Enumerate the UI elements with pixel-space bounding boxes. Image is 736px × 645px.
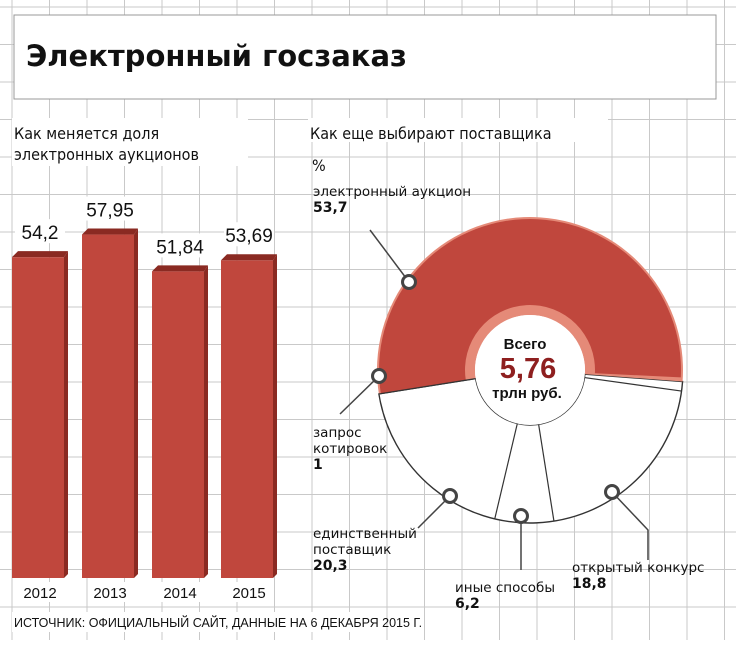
bar-category-label: 2015 bbox=[232, 585, 265, 602]
bar-value-label-bg bbox=[85, 196, 135, 221]
left-subtitle-bg bbox=[12, 118, 248, 166]
bar bbox=[221, 260, 273, 578]
donut-slice-divider bbox=[584, 376, 682, 392]
donut-slice-label: иные способы bbox=[455, 580, 555, 596]
donut-chart bbox=[377, 216, 684, 524]
title-box bbox=[13, 14, 717, 100]
donut-slice-value: 53,7 bbox=[313, 200, 348, 216]
donut-slice-divider bbox=[378, 378, 476, 395]
donut-slice-electronic-auction bbox=[379, 219, 681, 394]
bar-category-label: 2014 bbox=[163, 585, 196, 602]
callout-dot bbox=[401, 274, 417, 290]
bar-side-face bbox=[273, 254, 277, 578]
bar-top-face bbox=[221, 254, 277, 261]
bar-category-label-bg bbox=[20, 582, 62, 602]
bar-side-face bbox=[134, 228, 138, 578]
callout-dot bbox=[604, 484, 620, 500]
bar-side-face bbox=[204, 265, 208, 578]
donut-slice-value: 18,8 bbox=[572, 576, 607, 592]
bar-top-face bbox=[12, 251, 68, 258]
source-note: ИСТОЧНИК: ОФИЦИАЛЬНЫЙ САЙТ, ДАННЫЕ НА 6 … bbox=[14, 615, 422, 630]
callout-dot bbox=[513, 508, 529, 524]
donut-unit: % bbox=[312, 156, 326, 175]
bar-top-face bbox=[82, 228, 138, 235]
bar bbox=[152, 271, 204, 578]
callout-line bbox=[611, 491, 649, 560]
donut-slice-value: 1 bbox=[313, 457, 323, 473]
bar-value-label: 54,2 bbox=[22, 223, 59, 244]
callout-dot bbox=[442, 488, 458, 504]
donut-slice-label: открытый конкурс bbox=[572, 560, 704, 576]
donut-center-unit: трлн руб. bbox=[492, 385, 562, 402]
bar bbox=[12, 257, 64, 578]
bar-category-label-bg bbox=[160, 582, 202, 602]
donut-hole bbox=[475, 315, 585, 425]
donut-slice-label: поставщик bbox=[313, 542, 391, 558]
bar bbox=[82, 234, 134, 578]
donut-slice-value: 6,2 bbox=[455, 596, 480, 612]
donut-slice-divider bbox=[538, 424, 555, 522]
bar-chart: 54,2 2012 57,95 2013 51,84 2014 53,69 2015 bbox=[12, 196, 277, 602]
donut-slice-value: 20,3 bbox=[313, 558, 348, 574]
bar-subtitle-line1: Как меняется доля bbox=[14, 124, 159, 143]
bar-value-label-bg bbox=[15, 219, 65, 244]
bar-value-label: 53,69 bbox=[225, 226, 273, 247]
callout-dot bbox=[371, 368, 387, 384]
donut-center-top: Всего bbox=[504, 336, 547, 353]
bar-value-label-bg bbox=[155, 233, 205, 258]
bar-side-face bbox=[64, 251, 68, 578]
callout-line bbox=[339, 375, 380, 415]
bar-value-label: 51,84 bbox=[156, 237, 204, 258]
bar-value-label: 57,95 bbox=[86, 201, 134, 222]
donut-slice-label: электронный аукцион bbox=[313, 184, 471, 200]
donut-slice-divider bbox=[494, 423, 518, 520]
source-bg bbox=[12, 612, 384, 632]
bar-category-label-bg bbox=[229, 582, 271, 602]
bar-top-face bbox=[152, 265, 208, 272]
donut-center-value: 5,76 bbox=[500, 353, 556, 385]
bar-value-label-bg bbox=[224, 222, 274, 247]
bar-category-label: 2012 bbox=[23, 585, 56, 602]
donut-slice-label: единственный bbox=[313, 526, 417, 542]
bar-subtitle-line2: электронных аукционов bbox=[14, 145, 199, 164]
donut-slice-label: запрос bbox=[313, 425, 362, 441]
donut-slice-label: котировок bbox=[313, 441, 387, 457]
donut-subtitle: Как еще выбирают поставщика bbox=[310, 124, 552, 143]
page-title: Электронный госзаказ bbox=[26, 39, 407, 73]
right-subtitle-bg bbox=[308, 118, 608, 142]
callout-line bbox=[369, 229, 410, 283]
bar-category-label: 2013 bbox=[93, 585, 126, 602]
bar-category-label-bg bbox=[90, 582, 132, 602]
